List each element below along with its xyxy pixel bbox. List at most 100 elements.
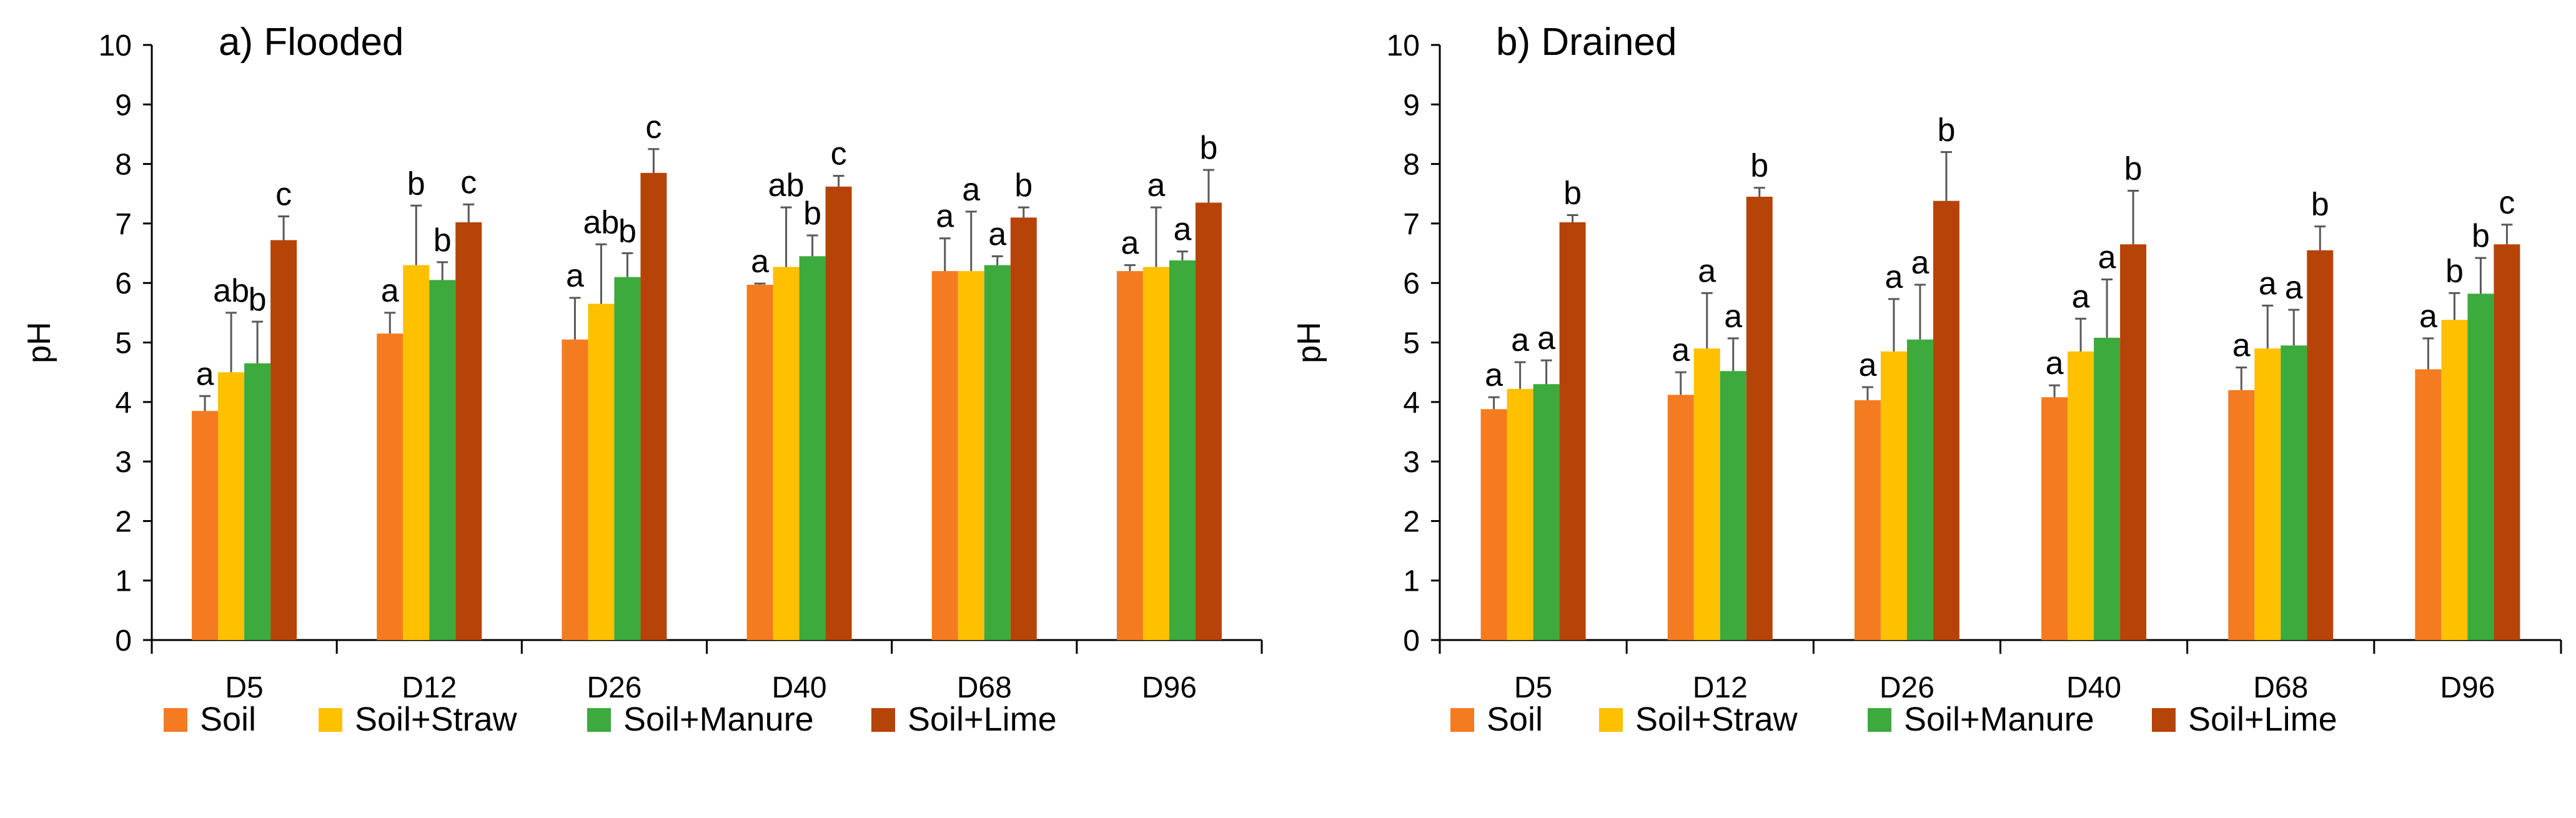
significance-letter: b bbox=[249, 282, 267, 318]
legend-swatch-soil-lime bbox=[2152, 708, 2176, 732]
bar-soil-manure-d5 bbox=[1533, 384, 1560, 640]
significance-letter: a bbox=[1485, 357, 1503, 393]
y-tick-label: 0 bbox=[115, 624, 132, 658]
bar-soil-d5 bbox=[192, 411, 219, 640]
bar-soil-manure-d40 bbox=[2094, 337, 2121, 640]
bar-soil-manure-d96 bbox=[1169, 260, 1196, 641]
y-axis-label: pH bbox=[1291, 322, 1327, 363]
significance-letter: a bbox=[936, 199, 954, 235]
significance-letter: c bbox=[2499, 185, 2515, 221]
x-tick-label-d96: D96 bbox=[1142, 671, 1197, 704]
bar-soil-straw-d40 bbox=[773, 267, 800, 640]
legend-label-soil-straw: Soil+Straw bbox=[355, 701, 518, 738]
legend-label-soil: Soil bbox=[200, 701, 256, 738]
legend-swatch-soil-straw bbox=[319, 708, 342, 732]
significance-letter: a bbox=[2232, 328, 2251, 364]
legend-swatch-soil-manure bbox=[1868, 708, 1891, 732]
significance-letter: b bbox=[407, 165, 425, 202]
significance-letter: a bbox=[2072, 278, 2090, 315]
significance-letter: a bbox=[988, 216, 1006, 252]
legend-swatch-soil-straw bbox=[1599, 708, 1623, 732]
bar-soil-d12 bbox=[1667, 395, 1694, 640]
legend-swatch-soil-lime bbox=[871, 708, 895, 732]
significance-letter: a bbox=[2098, 239, 2116, 275]
y-tick-label: 2 bbox=[1403, 505, 1420, 538]
bar-soil-straw-d40 bbox=[2068, 351, 2094, 640]
significance-letter: a bbox=[2419, 298, 2437, 335]
significance-letter: b bbox=[1563, 175, 1582, 212]
significance-letter: b bbox=[2124, 150, 2143, 187]
y-tick-label: 8 bbox=[1403, 149, 1420, 182]
y-tick-label: 2 bbox=[115, 505, 132, 538]
y-tick-label: 10 bbox=[1387, 29, 1420, 62]
x-tick-label-d68: D68 bbox=[2253, 671, 2308, 704]
bar-soil-straw-d68 bbox=[2254, 348, 2281, 640]
y-tick-label: 3 bbox=[1403, 446, 1420, 479]
y-tick-label: 4 bbox=[115, 387, 132, 420]
x-tick-label-d40: D40 bbox=[772, 671, 827, 704]
legend-label-soil-manure: Soil+Manure bbox=[1904, 701, 2094, 738]
bar-soil-manure-d96 bbox=[2467, 293, 2494, 640]
significance-letter: c bbox=[460, 164, 477, 200]
significance-letter: b bbox=[2311, 187, 2329, 223]
bar-soil-straw-d96 bbox=[1142, 267, 1169, 640]
significance-letter: a bbox=[1147, 167, 1165, 204]
x-tick-label-d26: D26 bbox=[1880, 671, 1934, 704]
significance-letter: a bbox=[1511, 322, 1529, 358]
bar-soil-straw-d26 bbox=[1880, 351, 1907, 640]
significance-letter: b bbox=[803, 195, 821, 232]
bar-soil-d5 bbox=[1480, 409, 1507, 640]
bar-soil-manure-d68 bbox=[984, 265, 1011, 640]
significance-letter: a bbox=[2259, 265, 2277, 302]
bar-soil-manure-d40 bbox=[799, 256, 826, 640]
bar-soil-d96 bbox=[1116, 271, 1143, 640]
significance-letter: ab bbox=[213, 273, 249, 309]
y-tick-label: 9 bbox=[1403, 89, 1420, 122]
significance-letter: a bbox=[1911, 245, 1929, 281]
bar-soil-lime-d96 bbox=[1195, 202, 1222, 640]
legend-swatch-soil bbox=[1450, 708, 1474, 732]
bar-soil-straw-d26 bbox=[588, 303, 615, 640]
x-tick-label-d5: D5 bbox=[1514, 671, 1552, 704]
significance-letter: b bbox=[2445, 253, 2464, 289]
significance-letter: a bbox=[1858, 347, 1876, 383]
significance-letter: a bbox=[1698, 253, 1716, 289]
y-axis-label: pH bbox=[21, 322, 57, 363]
legend-label-soil-lime: Soil+Lime bbox=[908, 701, 1057, 738]
panel-flooded: a) Flooded pH 0 1 2 3 4 5 6 7 8 9 10 D5 D12 D26 D40 D68 D9… bbox=[21, 21, 1263, 738]
bar-soil-lime-d5 bbox=[1559, 222, 1586, 640]
significance-letter: a bbox=[1537, 320, 1555, 357]
legend-swatch-soil-manure bbox=[587, 708, 611, 732]
x-tick-label-d5: D5 bbox=[225, 671, 263, 704]
legend-label-soil-straw: Soil+Straw bbox=[1635, 701, 1798, 738]
x-tick-label-d12: D12 bbox=[1693, 671, 1748, 704]
significance-letter: a bbox=[962, 172, 980, 208]
y-tick-label: 4 bbox=[1403, 387, 1420, 420]
legend-label-soil: Soil bbox=[1487, 701, 1543, 738]
y-tick-label: 6 bbox=[1403, 267, 1420, 300]
bar-soil-lime-d40 bbox=[2120, 244, 2147, 640]
significance-letter: a bbox=[381, 273, 399, 309]
bar-soil-d26 bbox=[1854, 400, 1881, 640]
significance-letter: c bbox=[275, 176, 292, 212]
y-tick-label: 1 bbox=[115, 565, 132, 598]
bar-soil-lime-d96 bbox=[2494, 244, 2520, 640]
bar-soil-manure-d26 bbox=[614, 277, 641, 640]
y-tick-label: 10 bbox=[99, 29, 132, 62]
bar-soil-lime-d12 bbox=[1746, 197, 1773, 640]
bar-soil-straw-d12 bbox=[403, 265, 430, 640]
y-tick-label: 0 bbox=[1403, 624, 1420, 658]
y-tick-label: 6 bbox=[115, 267, 132, 300]
bar-soil-lime-d40 bbox=[825, 186, 852, 641]
bar-soil-lime-d5 bbox=[270, 240, 297, 641]
significance-letter: a bbox=[1672, 332, 1690, 368]
bar-soil-straw-d68 bbox=[958, 271, 984, 640]
significance-letter: b bbox=[433, 222, 452, 259]
bar-soil-manure-d12 bbox=[1720, 371, 1746, 640]
bar-soil-lime-d12 bbox=[455, 222, 482, 640]
y-tick-label: 8 bbox=[115, 149, 132, 182]
bar-soil-manure-d12 bbox=[429, 280, 456, 640]
x-tick-label-d12: D12 bbox=[402, 671, 457, 704]
significance-letter: b bbox=[1937, 112, 1955, 149]
